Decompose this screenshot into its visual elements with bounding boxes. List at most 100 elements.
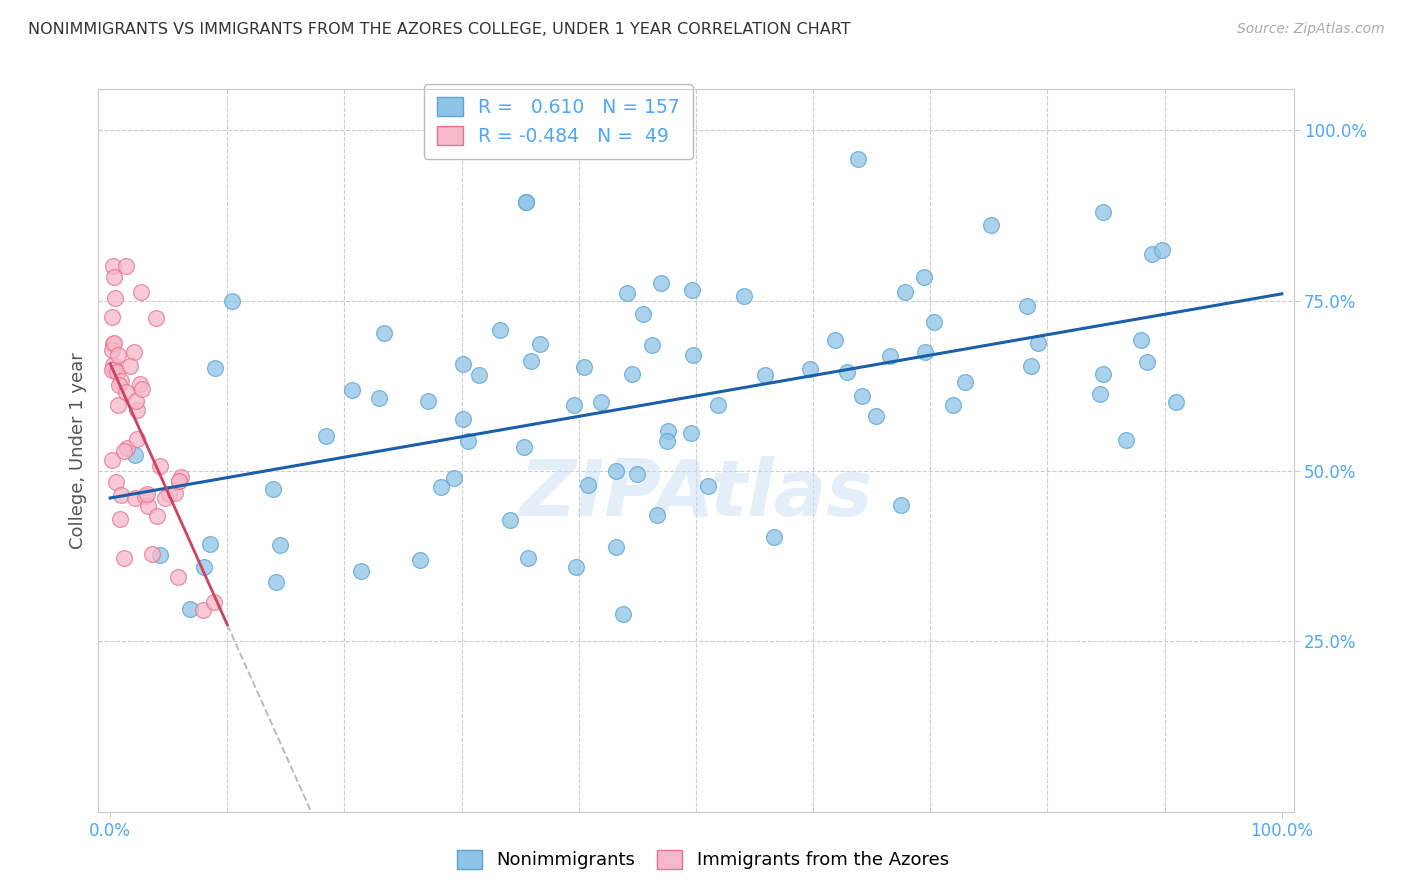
Point [193,560,215,574]
Point [131,285,153,299]
Point [865,409,887,424]
Point [605,464,627,478]
Point [640,338,662,352]
Point [879,349,901,363]
Point [657,424,679,438]
Point [733,289,755,303]
Point [115,260,138,274]
Point [108,512,131,526]
Point [980,218,1002,232]
Point [107,348,129,362]
Point [1136,355,1159,369]
Point [262,482,284,496]
Point [754,368,776,383]
Point [101,363,124,377]
Point [1115,434,1137,448]
Point [134,489,156,503]
Point [167,475,190,489]
Point [851,389,873,403]
Point [519,353,541,368]
Point [1091,205,1114,219]
Point [409,553,432,567]
Point [846,153,869,167]
Point [125,402,148,417]
Point [129,376,152,391]
Point [1152,244,1174,258]
Point [515,194,537,209]
Point [889,498,911,512]
Point [626,467,648,482]
Point [762,530,785,544]
Point [122,344,145,359]
Point [104,291,127,305]
Point [499,513,522,527]
Point [912,269,935,284]
Point [1019,359,1042,373]
Point [107,398,129,412]
Point [124,491,146,505]
Point [103,362,125,376]
Point [650,277,672,291]
Point [430,479,453,493]
Point [612,607,634,621]
Point [136,499,159,513]
Point [468,368,491,383]
Point [707,398,730,412]
Point [104,475,127,489]
Point [616,286,638,301]
Point [589,394,612,409]
Point [179,602,201,616]
Point [682,348,704,362]
Point [115,441,138,455]
Point [835,365,858,379]
Point [942,398,965,412]
Point [340,383,363,397]
Y-axis label: College, Under 1 year: College, Under 1 year [69,352,87,549]
Point [529,337,551,351]
Point [193,603,215,617]
Point [149,458,172,473]
Point [202,594,225,608]
Point [489,323,512,337]
Point [145,311,167,326]
Text: NONIMMIGRANTS VS IMMIGRANTS FROM THE AZORES COLLEGE, UNDER 1 YEAR CORRELATION CH: NONIMMIGRANTS VS IMMIGRANTS FROM THE AZO… [28,22,851,37]
Point [101,310,124,325]
Point [105,365,128,379]
Point [562,398,585,412]
Point [451,412,474,426]
Point [112,444,135,458]
Point [170,469,193,483]
Point [1130,333,1153,347]
Text: Source: ZipAtlas.com: Source: ZipAtlas.com [1237,22,1385,37]
Point [166,570,188,584]
Point [621,367,644,381]
Point [576,477,599,491]
Point [1166,395,1188,409]
Point [165,486,187,500]
Point [350,564,373,578]
Point [101,337,124,351]
Point [103,269,125,284]
Point [451,358,474,372]
Point [922,315,945,329]
Point [141,547,163,561]
Point [1026,335,1049,350]
Point [112,550,135,565]
Point [457,434,479,449]
Point [512,440,534,454]
Point [572,359,595,374]
Point [681,283,703,297]
Point [269,538,291,552]
Point [681,426,703,441]
Point [110,488,132,502]
Point [368,391,391,405]
Point [200,537,222,551]
Point [565,559,588,574]
Point [953,375,976,389]
Point [914,344,936,359]
Point [315,429,337,443]
Point [824,333,846,347]
Point [108,378,131,392]
Point [101,343,124,357]
Point [645,508,668,522]
